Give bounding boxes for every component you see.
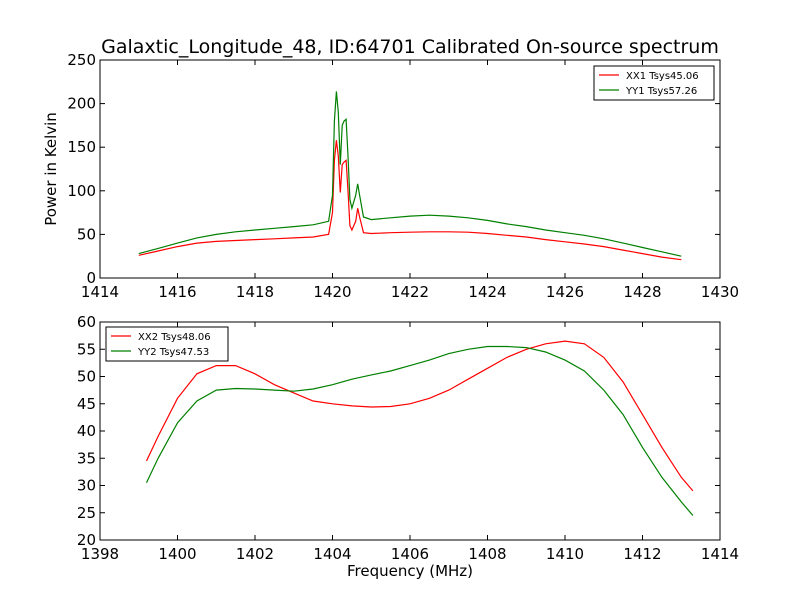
- y-tick-label: 200: [67, 95, 96, 113]
- y-tick-label: 25: [77, 504, 96, 522]
- x-tick-label: 1398: [81, 545, 119, 563]
- legend-label: YY1 Tsys57.26: [625, 86, 697, 97]
- x-tick-label: 1406: [391, 545, 429, 563]
- y-tick-label: 0: [86, 269, 96, 287]
- x-tick-label: 1408: [468, 545, 506, 563]
- y-tick-label: 45: [77, 395, 96, 413]
- x-tick-label: 1424: [468, 283, 506, 301]
- y-tick-label: 30: [77, 477, 96, 495]
- top-chart-ticks: 1414 1416 1418 1420 1422 1424 1426 1428 1430 0 50 1…: [67, 51, 739, 301]
- x-tick-label: 1428: [623, 283, 661, 301]
- y-tick-label: 250: [67, 51, 96, 69]
- y-tick-label: 150: [67, 138, 96, 156]
- bottom-chart: Frequency (MHz) 1398 1400 1402 1404 1406 1408…: [77, 313, 739, 580]
- x-tick-label: 1422: [391, 283, 429, 301]
- x-tick-label: 1418: [236, 283, 274, 301]
- x-tick-label: 1414: [701, 545, 739, 563]
- top-chart-series: [138, 91, 682, 261]
- x-tick-label: 1420: [313, 283, 351, 301]
- x-tick-label: 1400: [158, 545, 196, 563]
- bottom-chart-legend: XX2 Tsys48.06 YY2 Tsys47.53: [105, 326, 229, 362]
- y-tick-label: 100: [67, 182, 96, 200]
- bottom-chart-series: [145, 340, 694, 516]
- top-chart-legend: XX1 Tsys45.06 YY1 Tsys57.26: [593, 65, 715, 101]
- x-tick-label: 1412: [623, 545, 661, 563]
- x-tick-label: 1404: [313, 545, 351, 563]
- x-tick-label: 1414: [81, 283, 119, 301]
- series-line-xx1-tsys45-06: [138, 140, 682, 261]
- legend-box: [593, 65, 715, 101]
- top-chart-title: Galaxtic_Longitude_48, ID:64701 Calibrat…: [101, 36, 719, 58]
- x-tick-label: 1416: [158, 283, 196, 301]
- x-tick-label: 1426: [546, 283, 584, 301]
- series-line-xx2-tsys48-06: [145, 340, 694, 492]
- legend-label: YY2 Tsys47.53: [137, 347, 209, 358]
- x-tick-label: 1430: [701, 283, 739, 301]
- y-tick-label: 50: [77, 368, 96, 386]
- series-line-yy1-tsys57-26: [138, 91, 682, 257]
- series-line-yy2-tsys47-53: [145, 345, 694, 516]
- y-tick-label: 60: [77, 313, 96, 331]
- legend-box: [105, 326, 229, 362]
- top-chart: Galaxtic_Longitude_48, ID:64701 Calibrat…: [42, 36, 739, 301]
- y-tick-label: 35: [77, 449, 96, 467]
- y-tick-label: 20: [77, 531, 96, 549]
- x-tick-label: 1402: [236, 545, 274, 563]
- bottom-chart-ticks: 1398 1400 1402 1404 1406 1408 1410 1412 1414 20 25…: [77, 313, 739, 563]
- y-tick-label: 55: [77, 340, 96, 358]
- bottom-chart-xlabel: Frequency (MHz): [347, 562, 473, 580]
- legend-label: XX2 Tsys48.06: [138, 332, 211, 343]
- y-tick-label: 50: [77, 225, 96, 243]
- x-tick-label: 1410: [546, 545, 584, 563]
- y-tick-label: 40: [77, 422, 96, 440]
- legend-label: XX1 Tsys45.06: [626, 71, 699, 82]
- top-chart-ylabel: Power in Kelvin: [42, 112, 60, 226]
